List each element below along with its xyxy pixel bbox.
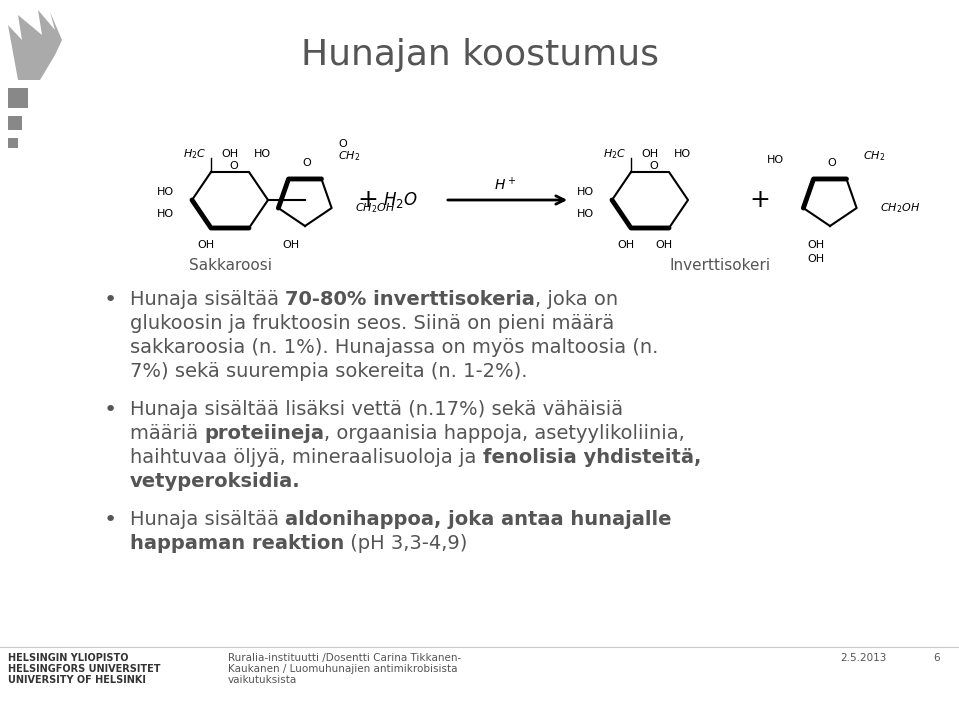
- Text: OH: OH: [198, 240, 215, 250]
- Text: +: +: [358, 188, 379, 212]
- Text: 7%) sekä suurempia sokereita (n. 1-2%).: 7%) sekä suurempia sokereita (n. 1-2%).: [130, 362, 527, 381]
- Text: HO: HO: [577, 187, 594, 197]
- Text: vaikutuksista: vaikutuksista: [228, 675, 297, 685]
- Text: $H^+$: $H^+$: [494, 176, 516, 194]
- Text: •: •: [104, 400, 117, 420]
- Text: +: +: [750, 188, 770, 212]
- Text: aldonihappoa, joka antaa hunajalle: aldonihappoa, joka antaa hunajalle: [285, 510, 671, 529]
- Text: HO: HO: [157, 187, 174, 197]
- Text: OH: OH: [641, 149, 658, 159]
- Text: proteiineja: proteiineja: [204, 424, 324, 443]
- Text: , orgaanisia happoja, asetyylikoliinia,: , orgaanisia happoja, asetyylikoliinia,: [324, 424, 685, 443]
- Text: Inverttisokeri: Inverttisokeri: [669, 258, 771, 273]
- Text: Hunaja sisältää lisäksi vettä (n.17%) sekä vähäisiä: Hunaja sisältää lisäksi vettä (n.17%) se…: [130, 400, 623, 419]
- Text: O: O: [828, 158, 836, 168]
- Text: $H_2C$: $H_2C$: [602, 147, 626, 161]
- Text: $CH_2$: $CH_2$: [863, 149, 885, 163]
- Text: HO: HO: [157, 209, 174, 219]
- Text: $H_2O$: $H_2O$: [383, 190, 417, 210]
- Text: HO: HO: [577, 209, 594, 219]
- Text: OH: OH: [655, 240, 672, 250]
- Text: OH: OH: [221, 149, 238, 159]
- Text: $CH_2OH$: $CH_2OH$: [355, 201, 395, 215]
- Text: HO: HO: [767, 155, 784, 165]
- Bar: [8, 138, 18, 148]
- Text: OH: OH: [807, 240, 825, 250]
- Text: vetyperoksidia.: vetyperoksidia.: [130, 472, 300, 491]
- Text: HO: HO: [254, 149, 271, 159]
- Text: $CH_2OH$: $CH_2OH$: [880, 201, 921, 215]
- Text: Kaukanen / Luomuhunajien antimikrobisista: Kaukanen / Luomuhunajien antimikrobisist…: [228, 664, 457, 674]
- Text: fenolisia yhdisteitä,: fenolisia yhdisteitä,: [482, 448, 701, 467]
- Text: Hunaja sisältää: Hunaja sisältää: [130, 510, 285, 529]
- Text: HELSINGFORS UNIVERSITET: HELSINGFORS UNIVERSITET: [8, 664, 160, 674]
- Text: sakkaroosia (n. 1%). Hunajassa on myös maltoosia (n.: sakkaroosia (n. 1%). Hunajassa on myös m…: [130, 338, 659, 357]
- Polygon shape: [8, 10, 62, 80]
- Text: 70-80% inverttisokeria: 70-80% inverttisokeria: [285, 290, 535, 309]
- Text: HO: HO: [674, 149, 691, 159]
- Bar: [8, 116, 22, 130]
- Text: •: •: [104, 290, 117, 310]
- Text: OH: OH: [283, 240, 299, 250]
- Bar: [8, 88, 28, 108]
- Text: määriä: määriä: [130, 424, 204, 443]
- Text: UNIVERSITY OF HELSINKI: UNIVERSITY OF HELSINKI: [8, 675, 146, 685]
- Text: glukoosin ja fruktoosin seos. Siinä on pieni määrä: glukoosin ja fruktoosin seos. Siinä on p…: [130, 314, 615, 333]
- Text: Hunajan koostumus: Hunajan koostumus: [301, 38, 659, 72]
- Text: $CH_2$: $CH_2$: [338, 149, 361, 163]
- Text: Ruralia-instituutti /Dosentti Carina Tikkanen-: Ruralia-instituutti /Dosentti Carina Tik…: [228, 653, 461, 663]
- Text: OH: OH: [618, 240, 635, 250]
- Text: 2.5.2013: 2.5.2013: [840, 653, 886, 663]
- Text: HELSINGIN YLIOPISTO: HELSINGIN YLIOPISTO: [8, 653, 129, 663]
- Text: •: •: [104, 510, 117, 530]
- Text: OH: OH: [807, 254, 825, 264]
- Text: O: O: [649, 161, 658, 171]
- Text: Hunaja sisältää: Hunaja sisältää: [130, 290, 285, 309]
- Text: Sakkaroosi: Sakkaroosi: [189, 258, 271, 273]
- Text: 6: 6: [933, 653, 940, 663]
- Text: O: O: [338, 139, 347, 149]
- Text: , joka on: , joka on: [535, 290, 619, 309]
- Text: O: O: [303, 158, 312, 168]
- Text: haihtuvaa öljyä, mineraalisuoloja ja: haihtuvaa öljyä, mineraalisuoloja ja: [130, 448, 482, 467]
- Text: happaman reaktion: happaman reaktion: [130, 534, 344, 553]
- Text: $H_2C$: $H_2C$: [182, 147, 206, 161]
- Text: O: O: [229, 161, 238, 171]
- Text: (pH 3,3-4,9): (pH 3,3-4,9): [344, 534, 468, 553]
